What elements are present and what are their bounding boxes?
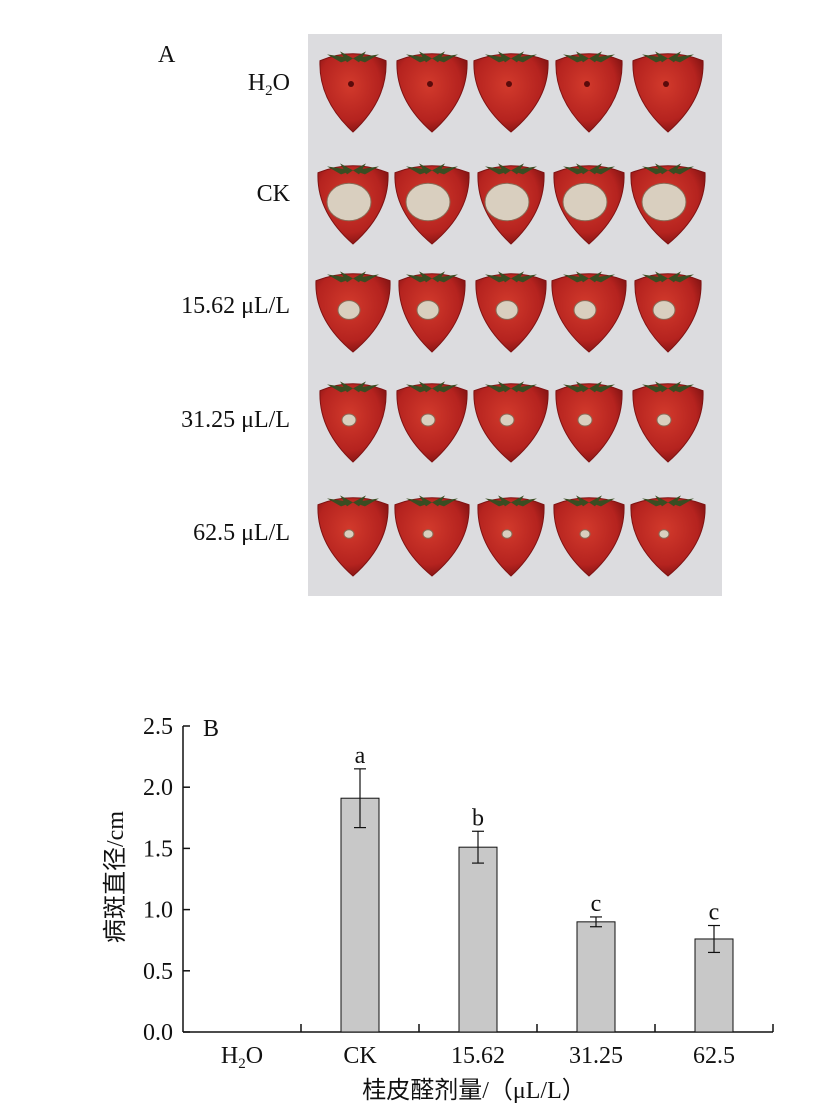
bar: [694, 938, 734, 1033]
x-tick-label: 31.25: [569, 1043, 623, 1069]
strawberry: [553, 495, 625, 577]
panel-a-label: A: [158, 42, 176, 68]
strawberry: [632, 51, 704, 133]
x-tick-label: 62.5: [693, 1043, 735, 1069]
strawberry: [477, 495, 545, 577]
y-tick-label: 1.5: [143, 836, 173, 862]
x-tick-label: H2O: [221, 1043, 263, 1072]
strawberry: [473, 381, 549, 463]
strawberry: [319, 51, 387, 133]
y-axis-label: 病斑直径/cm: [102, 811, 129, 943]
strawberry: [317, 495, 389, 577]
strawberry: [394, 163, 470, 245]
strawberry: [394, 495, 470, 577]
y-tick-label: 0.5: [143, 959, 173, 985]
strawberry: [473, 51, 549, 133]
strawberry: [632, 381, 704, 463]
strawberry: [630, 495, 706, 577]
strawberry: [317, 163, 389, 245]
bar: [458, 846, 498, 1033]
panel-a: A H2O CK 15.62 μL/L 31.25 μL/L 62.5 μL/L: [158, 34, 722, 596]
strawberry: [396, 381, 468, 463]
strawberry: [630, 163, 706, 245]
strawberry: [319, 381, 387, 463]
y-tick-label: 2.5: [143, 714, 173, 740]
strawberry: [634, 271, 702, 353]
y-tick-label: 2.0: [143, 775, 173, 801]
significance-label: c: [709, 900, 720, 926]
strawberry: [555, 381, 623, 463]
x-tick-label: 15.62: [451, 1043, 505, 1069]
strawberry: [477, 163, 545, 245]
panel-b: B 病斑直径/cm 桂皮醛剂量/（μL/L） 0.0 0.5 1.0 1.5 2.0 2.…: [102, 714, 774, 1104]
bar: [340, 797, 380, 1033]
row-label-15-62: 15.62 μL/L: [181, 293, 290, 319]
strawberry: [475, 271, 547, 353]
strawberry-photo: [315, 51, 706, 577]
row-label-h2o: H2O: [248, 70, 290, 99]
bar-chart: 0.0 0.5 1.0 1.5 2.0 2.5 H2O a CK b 15.62 c 31.25 c 62.…: [143, 714, 774, 1072]
y-tick-label: 0.0: [143, 1020, 173, 1046]
strawberry: [396, 51, 468, 133]
y-tick-label: 1.0: [143, 898, 173, 924]
x-tick-label: CK: [343, 1043, 377, 1069]
row-label-31-25: 31.25 μL/L: [181, 407, 290, 433]
row-label-ck: CK: [257, 181, 291, 207]
strawberry: [553, 163, 625, 245]
significance-label: c: [591, 891, 602, 917]
strawberry: [315, 271, 391, 353]
panel-b-label: B: [203, 716, 219, 742]
bar: [576, 921, 616, 1033]
significance-label: a: [355, 743, 366, 769]
strawberry: [551, 271, 627, 353]
row-label-62-5: 62.5 μL/L: [193, 520, 290, 546]
strawberry: [398, 271, 466, 353]
strawberry: [555, 51, 623, 133]
significance-label: b: [472, 805, 484, 831]
x-axis-label: 桂皮醛剂量/（μL/L）: [362, 1077, 586, 1104]
